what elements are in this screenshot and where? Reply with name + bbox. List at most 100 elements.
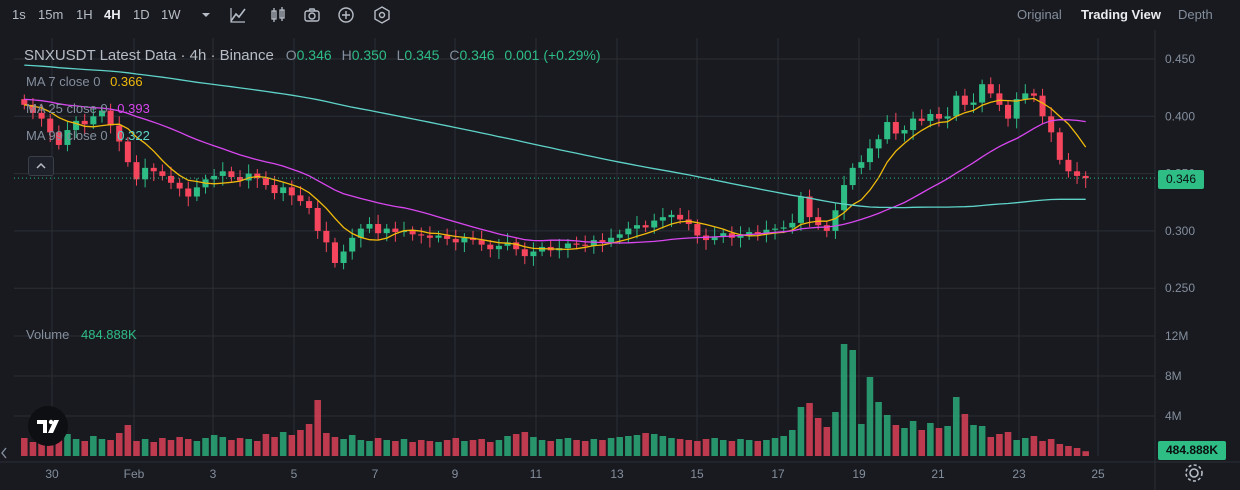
volume-bar — [435, 442, 442, 456]
candle-body — [418, 234, 425, 236]
candle-body — [90, 116, 97, 125]
candle-body — [780, 227, 787, 229]
interval-1w[interactable]: 1W — [161, 7, 181, 22]
volume-bar — [711, 438, 718, 456]
candle-body — [400, 230, 408, 233]
time-tick-label: 25 — [1091, 467, 1105, 481]
volume-tick-label: 12M — [1165, 329, 1188, 343]
volume-bar — [1004, 432, 1012, 456]
volume-bar — [599, 440, 606, 456]
view-depth[interactable]: Depth — [1178, 7, 1213, 22]
candle-body — [478, 240, 485, 245]
candle-body — [996, 93, 1003, 105]
interval-15m[interactable]: 15m — [38, 7, 64, 22]
time-tick-label: 19 — [852, 467, 866, 481]
candle-body — [1030, 93, 1037, 96]
volume-tick-label: 4M — [1165, 409, 1182, 423]
volume-bar — [832, 412, 839, 456]
legend-open-label: O — [285, 47, 297, 63]
volume-bar — [443, 440, 451, 456]
candle-body — [763, 229, 770, 235]
candle-body — [633, 225, 640, 229]
volume-bar — [702, 439, 710, 456]
candle-body — [1005, 104, 1012, 119]
scroll-left-icon[interactable] — [0, 446, 8, 460]
candle-body — [513, 242, 520, 250]
candle-body — [711, 236, 718, 241]
volume-bar — [780, 436, 787, 456]
volume-bar — [952, 397, 960, 456]
candle-body — [142, 167, 149, 180]
candle-body — [970, 102, 977, 105]
candle-body — [884, 122, 891, 140]
candle-body — [599, 240, 606, 243]
volume-bar — [1073, 448, 1081, 456]
volume-bar — [961, 414, 969, 456]
volume-bar — [616, 437, 623, 456]
interval-1d[interactable]: 1D — [133, 7, 150, 22]
candle-body — [1022, 93, 1029, 100]
volume-bar — [124, 425, 132, 456]
candle-body — [47, 118, 54, 133]
volume-bar — [538, 440, 546, 456]
interval-4h[interactable]: 4H — [104, 7, 121, 22]
volume-bar — [590, 439, 598, 456]
plus-circle-icon[interactable] — [336, 5, 356, 25]
candle-body — [219, 171, 226, 176]
view-original[interactable]: Original — [1017, 7, 1062, 22]
camera-icon[interactable] — [302, 5, 322, 25]
time-tick-label: 11 — [530, 467, 543, 481]
volume-label: Volume — [26, 327, 70, 342]
candlestick-icon[interactable] — [268, 5, 288, 25]
ma99-line — [24, 64, 1086, 209]
candle-body — [875, 139, 882, 149]
ma7-line — [24, 97, 1087, 251]
line-chart-icon[interactable] — [228, 5, 248, 25]
interval-1s[interactable]: 1s — [12, 7, 26, 22]
volume-value: 484.888K — [81, 327, 137, 342]
candle-body — [323, 230, 330, 243]
volume-bar — [262, 434, 270, 456]
candle-body — [953, 95, 960, 117]
volume-bar — [840, 344, 848, 456]
volume-bar — [685, 440, 693, 456]
interval-1h[interactable]: 1H — [76, 7, 93, 22]
candle-body — [383, 228, 390, 234]
candle-body — [331, 242, 338, 263]
volume-bar — [29, 442, 37, 456]
candle-body — [262, 178, 269, 186]
volume-bar — [1082, 451, 1089, 456]
collapse-legend-button[interactable] — [28, 156, 54, 176]
volume-bar — [581, 441, 589, 456]
volume-bar — [202, 438, 209, 456]
candle-body — [38, 112, 45, 119]
legend-open-value: 0.346 — [296, 47, 332, 63]
volume-bar — [21, 438, 28, 456]
candle-body — [392, 228, 399, 233]
volume-bar — [918, 430, 926, 456]
candle-body — [892, 122, 899, 134]
candlestick-chart[interactable]: 0.450 0.400 0.350 0.300 0.250 12M 8M 4M 30 Feb 3 5 7… — [0, 30, 1240, 490]
candle-body — [858, 162, 865, 168]
candle-body — [737, 235, 744, 238]
volume-bar — [858, 424, 865, 456]
candle-body — [987, 84, 994, 94]
candle-body — [306, 201, 313, 208]
volume-bar — [823, 427, 831, 456]
candle-body — [1056, 132, 1063, 160]
view-trading-view[interactable]: Trading View — [1081, 7, 1161, 22]
volume-bar — [64, 434, 71, 456]
volume-bar — [901, 428, 908, 456]
chevron-down-icon[interactable] — [196, 5, 216, 25]
volume-bar — [650, 434, 658, 456]
candle-body — [237, 177, 244, 181]
volume-bar — [461, 441, 468, 456]
volume-bar — [176, 437, 183, 456]
settings-hex-icon[interactable] — [372, 5, 392, 25]
candle-body — [211, 175, 218, 180]
chart-settings-icon[interactable] — [1183, 462, 1205, 484]
volume-bar — [737, 439, 744, 456]
time-tick-label: 15 — [690, 467, 704, 481]
volume-legend: Volume 484.888K — [26, 327, 137, 342]
candle-body — [772, 228, 779, 230]
